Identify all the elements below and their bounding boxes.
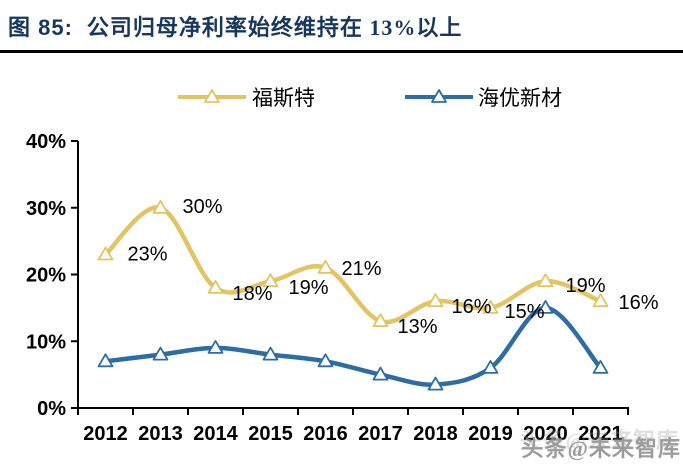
data-label: 16% xyxy=(619,292,659,314)
legend-marker-haiyou xyxy=(431,89,447,103)
header-divider xyxy=(0,50,683,53)
series-marker-foster xyxy=(207,279,224,294)
series-marker-foster xyxy=(482,299,499,314)
series-marker-haiyou xyxy=(152,346,169,361)
x-tick-label: 2021 xyxy=(578,423,623,445)
data-label: 13% xyxy=(398,316,438,338)
data-label: 19% xyxy=(566,275,606,297)
series-marker-haiyou xyxy=(262,346,279,361)
data-label: 21% xyxy=(342,258,382,280)
series-marker-haiyou xyxy=(592,359,609,374)
series-line-haiyou xyxy=(103,305,603,387)
x-tick-label: 2013 xyxy=(138,423,183,445)
y-tick-label: 40% xyxy=(26,131,66,153)
series-marker-haiyou xyxy=(317,353,334,368)
net-margin-line-chart: 福斯特 海优新材 0% 10% 20% 30% 40% 2012 2013 2014 2015 201… xyxy=(26,86,659,445)
series-marker-foster xyxy=(152,199,169,214)
x-tick-label: 2014 xyxy=(193,423,238,445)
series-marker-haiyou xyxy=(372,366,389,381)
series-marker-foster xyxy=(537,273,554,288)
legend-label-foster: 福斯特 xyxy=(252,86,315,110)
legend-label-haiyou: 海优新材 xyxy=(478,86,562,110)
series-marker-haiyou xyxy=(482,359,499,374)
series-marker-foster xyxy=(97,246,114,261)
series-marker-haiyou xyxy=(427,376,444,391)
data-label: 18% xyxy=(233,283,273,305)
x-tick-label: 2017 xyxy=(358,423,403,445)
data-label: 23% xyxy=(128,243,168,265)
series-marker-haiyou xyxy=(207,339,224,354)
series-marker-foster xyxy=(372,313,389,328)
series-marker-foster xyxy=(592,293,609,308)
y-tick-label: 30% xyxy=(26,198,66,220)
figure-label: 图 85: xyxy=(8,15,73,40)
data-label: 30% xyxy=(183,196,223,218)
x-tick-label: 2015 xyxy=(248,423,293,445)
data-label: 16% xyxy=(452,296,492,318)
data-label: 15% xyxy=(505,301,545,323)
data-label: 19% xyxy=(289,277,329,299)
series-line-foster xyxy=(103,205,603,325)
x-tick-label: 2018 xyxy=(413,423,458,445)
y-tick-label: 10% xyxy=(26,331,66,353)
series-marker-foster xyxy=(317,259,334,274)
x-tick-label: 2012 xyxy=(83,423,128,445)
legend-marker-foster xyxy=(204,89,220,103)
x-tick-label: 2019 xyxy=(468,423,513,445)
x-tick-label: 2016 xyxy=(303,423,348,445)
series-marker-haiyou xyxy=(97,353,114,368)
series-marker-foster xyxy=(262,273,279,288)
y-tick-label: 20% xyxy=(26,265,66,287)
x-tick-label: 2020 xyxy=(523,423,568,445)
figure-title: 公司归母净利率始终维持在 13%以上 xyxy=(86,15,463,40)
figure-header: 图 85: 公司归母净利率始终维持在 13%以上 xyxy=(8,10,675,42)
series-marker-foster xyxy=(427,293,444,308)
y-tick-label: 0% xyxy=(37,398,66,420)
series-marker-haiyou xyxy=(537,299,554,314)
